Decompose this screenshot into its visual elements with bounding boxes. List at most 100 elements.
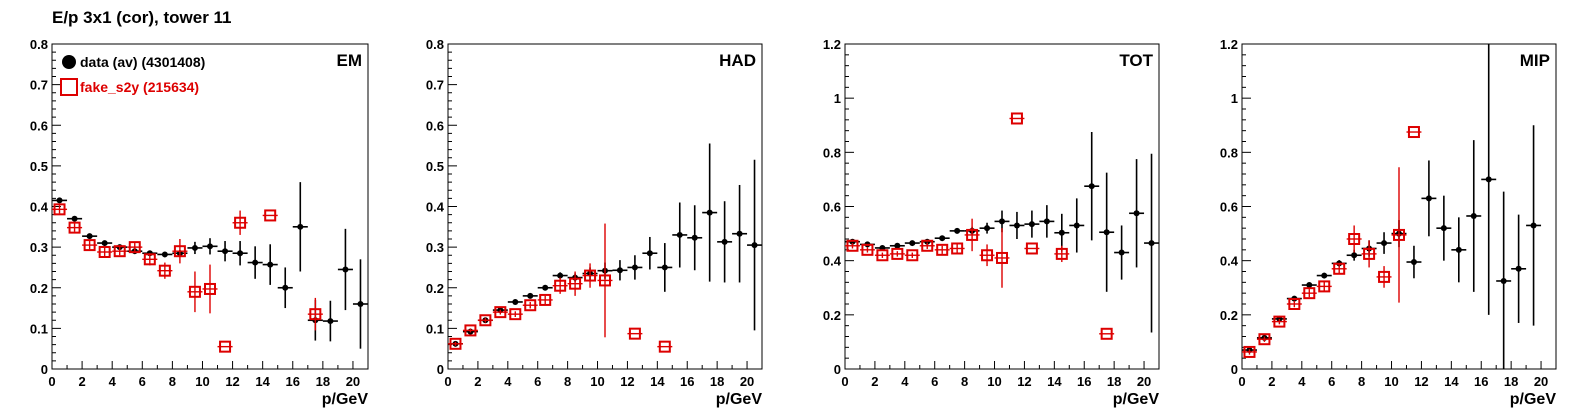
y-tick-label: 0.1 [30, 321, 48, 336]
fake-point [128, 241, 141, 254]
y-tick-label: 0 [41, 362, 48, 377]
data-point [984, 225, 991, 232]
plot-frame [844, 43, 1160, 370]
legend-label: fake_s2y (215634) [80, 79, 199, 95]
x-tick-label: 16 [1474, 374, 1488, 389]
y-tick-label: 0.5 [426, 159, 444, 174]
x-axis-label: p/GeV [1510, 391, 1557, 408]
x-tick-label: 12 [225, 374, 239, 389]
fake-point [996, 251, 1008, 264]
data-point [56, 197, 63, 204]
fake-point [204, 282, 216, 295]
x-tick-label: 8 [961, 374, 968, 389]
y-tick-label: 0.3 [30, 240, 48, 255]
x-tick-label: 18 [1504, 374, 1518, 389]
data-point [706, 209, 713, 216]
x-tick-label: 14 [1047, 374, 1062, 389]
y-tick-label: 0.2 [426, 281, 444, 296]
y-tick-label: 0.6 [426, 118, 444, 133]
y-tick-label: 0 [437, 362, 444, 377]
page-title: E/p 3x1 (cor), tower 11 [52, 8, 232, 27]
fake-point [1010, 112, 1023, 125]
fake-point [464, 324, 477, 337]
data-point [327, 318, 334, 325]
legend-label: data (av) (4301408) [80, 54, 205, 70]
x-tick-label: 6 [534, 374, 541, 389]
data-point [1455, 246, 1462, 253]
x-tick-label: 6 [1328, 374, 1335, 389]
x-tick-label: 18 [316, 374, 330, 389]
fake-point [1258, 333, 1271, 346]
fake-point [1363, 247, 1376, 260]
data-point [357, 301, 364, 307]
x-tick-label: 12 [1414, 374, 1428, 389]
data-point [1485, 176, 1492, 183]
fake-point [173, 245, 186, 258]
data-point [1410, 259, 1417, 266]
x-tick-label: 16 [1077, 374, 1091, 389]
data-point [1500, 277, 1507, 284]
data-point [1321, 272, 1328, 279]
x-axis-label: p/GeV [716, 391, 763, 408]
fake-point [599, 274, 611, 287]
fake-point [143, 253, 156, 266]
fake-point [219, 340, 232, 353]
legend-marker-data [62, 55, 76, 69]
y-tick-label: 0.8 [823, 145, 841, 160]
fake-point [188, 285, 201, 298]
x-tick-label: 10 [590, 374, 604, 389]
x-tick-label: 2 [1268, 374, 1275, 389]
data-point [751, 242, 758, 249]
data-point [161, 251, 168, 258]
fake-point [1243, 345, 1256, 358]
fake-point [1407, 126, 1420, 139]
y-tick-label: 0.6 [1220, 200, 1238, 215]
y-tick-label: 0.7 [426, 78, 444, 93]
x-tick-label: 14 [1444, 374, 1459, 389]
y-tick-label: 0.3 [426, 240, 444, 255]
x-tick-label: 18 [1107, 374, 1121, 389]
x-tick-label: 8 [1358, 374, 1365, 389]
x-tick-label: 6 [139, 374, 146, 389]
y-tick-label: 0.4 [1220, 254, 1239, 269]
data-point [661, 264, 668, 271]
y-tick-label: 0 [1231, 362, 1238, 377]
y-tick-label: 0.6 [823, 200, 841, 215]
data-point [1133, 210, 1140, 217]
fake-point [113, 245, 126, 258]
data-point [512, 298, 519, 305]
data-point [1425, 195, 1432, 202]
data-point [101, 240, 108, 247]
fake-point [1100, 327, 1113, 340]
x-tick-label: 10 [195, 374, 209, 389]
data-point [267, 261, 274, 268]
data-point [1058, 229, 1065, 236]
fake-point [1055, 247, 1068, 260]
data-point [1381, 240, 1388, 247]
legend: data (av) (4301408) fake_s2y (215634) [60, 54, 205, 96]
fake-point [158, 264, 171, 277]
x-tick-label: 16 [286, 374, 300, 389]
data-point [71, 215, 78, 222]
fake-point [1273, 315, 1286, 328]
plot-panel-1: 0 2 4 6 8 10 12 14 16 18 20 0 0.1 0.2 0.3 0.4 0.5 0.6 0.7 0… [30, 37, 369, 408]
x-tick-label: 14 [650, 374, 665, 389]
data-point [1515, 265, 1522, 272]
fake-point [1025, 242, 1038, 255]
fake-point [494, 306, 507, 319]
fake-point [98, 246, 111, 258]
x-tick-label: 8 [169, 374, 176, 389]
data-point [721, 238, 728, 245]
y-tick-label: 0.2 [30, 281, 48, 296]
x-tick-label: 4 [109, 374, 117, 389]
y-tick-label: 0.2 [1220, 308, 1238, 323]
x-tick-label: 0 [841, 374, 848, 389]
y-tick-label: 0.7 [30, 78, 48, 93]
x-tick-label: 4 [504, 374, 512, 389]
fake-point [658, 340, 671, 353]
x-tick-label: 4 [1298, 374, 1306, 389]
fake-point [876, 249, 889, 262]
fake-point [921, 239, 934, 252]
data-point [909, 240, 916, 247]
